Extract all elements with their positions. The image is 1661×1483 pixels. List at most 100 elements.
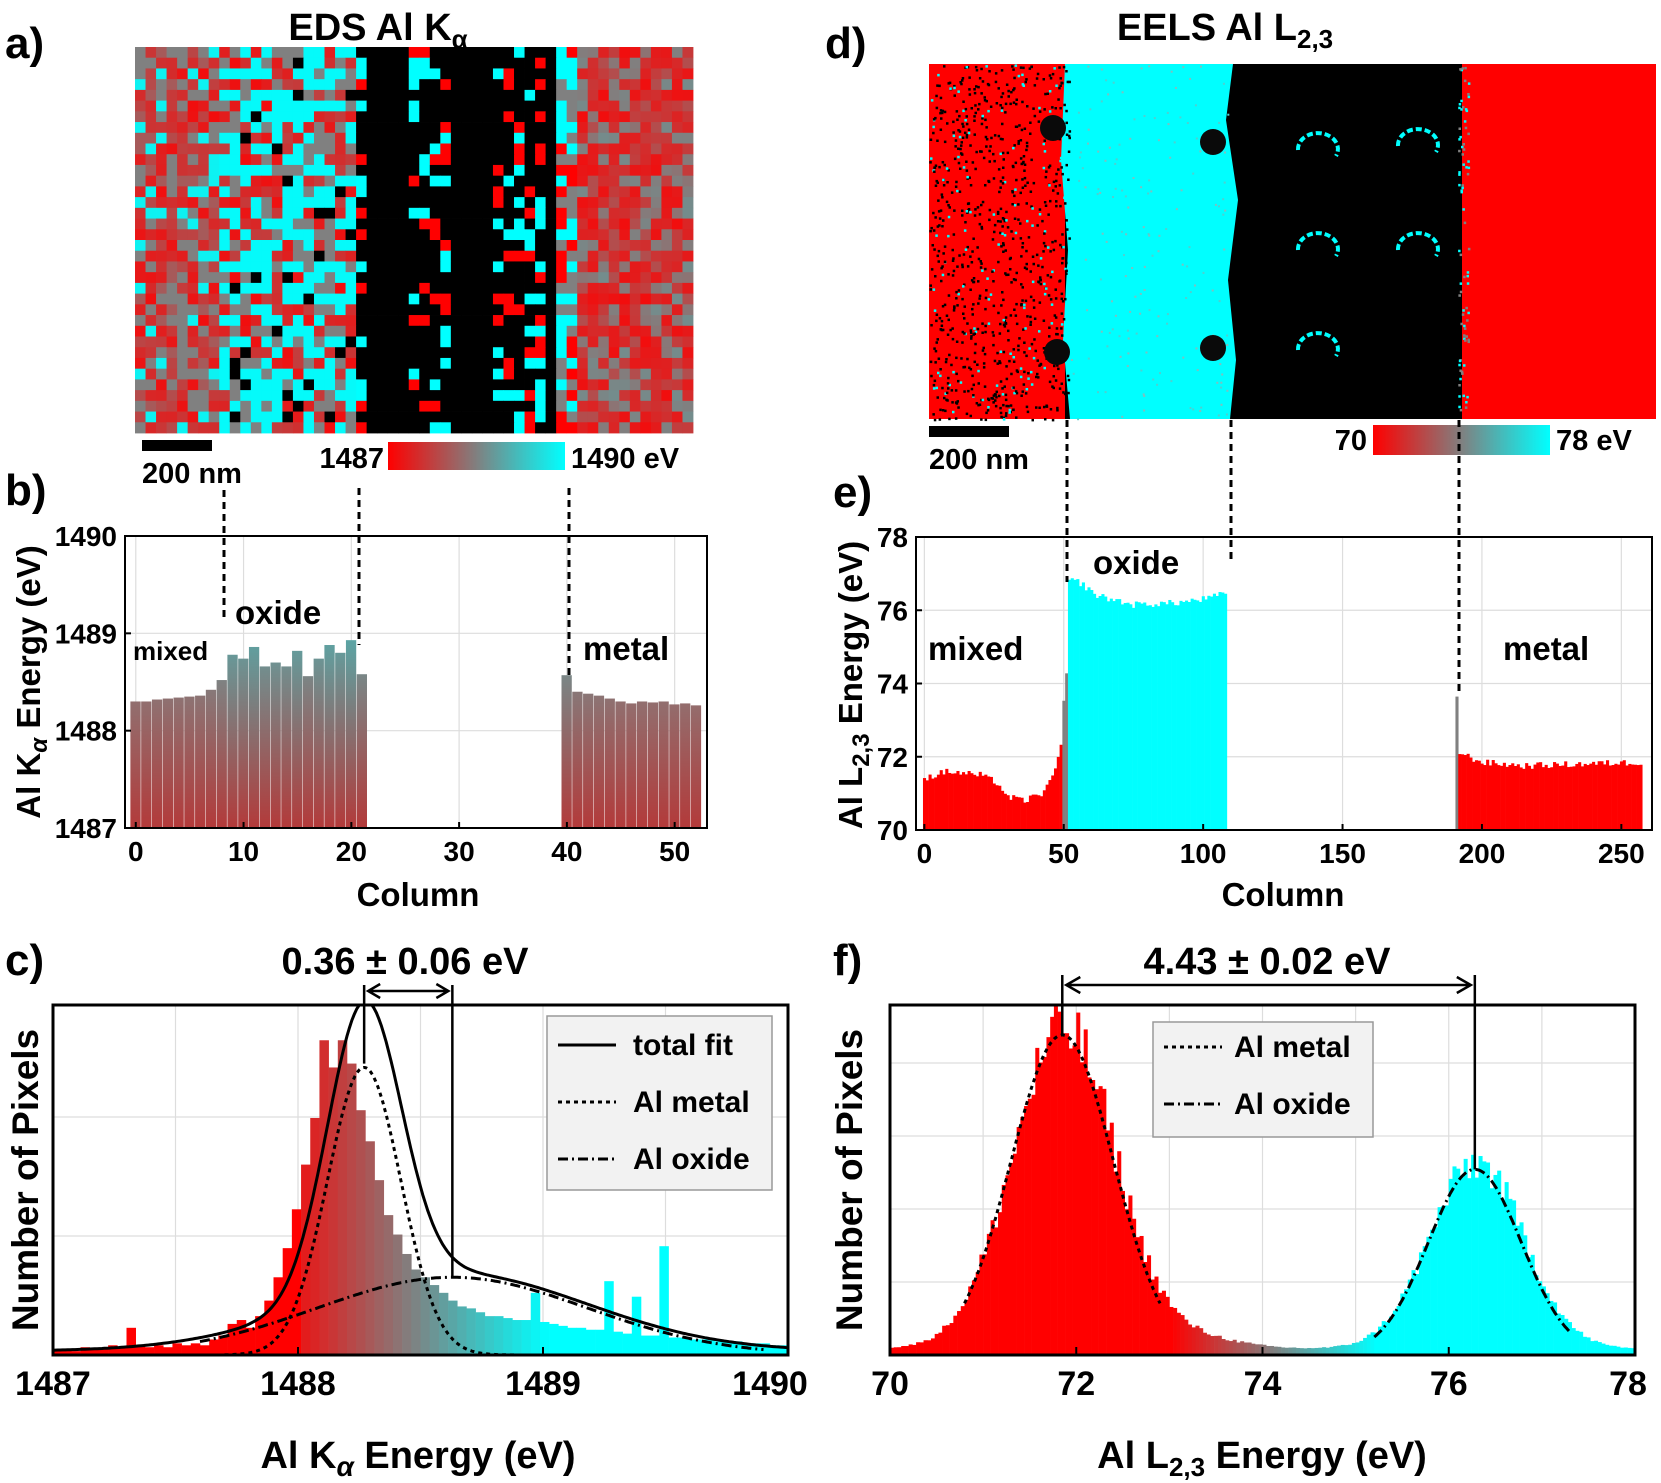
tick-e-x: 200 bbox=[1459, 838, 1506, 869]
colorbar-a bbox=[388, 442, 565, 470]
bar-b bbox=[593, 695, 605, 828]
hist-bar-f bbox=[971, 1280, 976, 1355]
hist-bar-c bbox=[595, 1329, 605, 1355]
tick-e-y: 74 bbox=[877, 669, 909, 700]
fit-total-c bbox=[53, 1005, 788, 1352]
hist-bar-c bbox=[677, 1337, 688, 1355]
scalebar-a-label: 200 nm bbox=[142, 458, 242, 490]
hist-bar-f bbox=[1418, 1252, 1423, 1355]
bar-e bbox=[1603, 764, 1607, 830]
bar-b bbox=[259, 666, 270, 828]
annotation-f: 4.43 ± 0.02 eV bbox=[1144, 941, 1392, 983]
bar-e bbox=[967, 771, 971, 830]
hist-bar-f bbox=[1154, 1276, 1159, 1355]
hist-bar-f bbox=[1184, 1319, 1189, 1355]
hist-bar-f bbox=[1053, 1005, 1058, 1355]
hist-bar-f bbox=[1605, 1344, 1610, 1355]
bar-e bbox=[1569, 766, 1573, 830]
tick-b-y: 1488 bbox=[55, 716, 117, 747]
hist-bar-f bbox=[1161, 1290, 1166, 1355]
hist-bar-c bbox=[337, 1040, 348, 1355]
hist-bar-f bbox=[1504, 1182, 1509, 1355]
hist-bar-f bbox=[1489, 1188, 1494, 1355]
eds-map bbox=[135, 47, 694, 434]
bar-e bbox=[1014, 796, 1019, 830]
hist-bar-c bbox=[227, 1323, 238, 1355]
bar-b bbox=[356, 674, 367, 828]
bar-b bbox=[205, 689, 217, 828]
bar-e bbox=[939, 770, 943, 830]
bar-e bbox=[1564, 761, 1568, 830]
bar-e bbox=[1544, 764, 1548, 830]
hist-bar-f bbox=[938, 1332, 943, 1355]
bar-e bbox=[1065, 673, 1069, 830]
hist-bar-f bbox=[1590, 1341, 1595, 1355]
bar-b bbox=[669, 704, 680, 828]
hist-bar-c bbox=[163, 1347, 173, 1355]
bars-b bbox=[130, 640, 702, 828]
hist-bar-f bbox=[1329, 1346, 1334, 1355]
tick-c-x: 1487 bbox=[15, 1365, 91, 1403]
bar-e bbox=[1617, 764, 1621, 830]
bar-e bbox=[1126, 602, 1130, 830]
panel-c: c) 0.36 ± 0.06 eV total fit Al metal Al … bbox=[5, 936, 808, 1482]
bar-e bbox=[1469, 757, 1473, 830]
bar-b bbox=[561, 675, 572, 828]
hist-bar-f bbox=[1389, 1316, 1394, 1355]
bar-e bbox=[1106, 601, 1111, 830]
hist-bar-f bbox=[1065, 1033, 1070, 1355]
hist-bar-f bbox=[1608, 1345, 1613, 1355]
hist-bar-c bbox=[466, 1308, 476, 1355]
hist-bar-f bbox=[1076, 1012, 1081, 1355]
hist-bar-f bbox=[1273, 1346, 1278, 1355]
hist-bar-f bbox=[983, 1254, 988, 1355]
hist-bar-f bbox=[1430, 1229, 1435, 1355]
hist-bar-c bbox=[420, 1277, 430, 1355]
hist-bar-f bbox=[1340, 1344, 1345, 1355]
hist-bar-f bbox=[1106, 1130, 1111, 1355]
hist-bar-c bbox=[631, 1296, 642, 1355]
hist-bar-f bbox=[1221, 1339, 1226, 1355]
hist-bar-f bbox=[1474, 1177, 1479, 1355]
scalebar-a bbox=[142, 440, 212, 451]
hist-bar-f bbox=[1616, 1346, 1621, 1355]
bar-e bbox=[1104, 596, 1108, 830]
hist-bar-f bbox=[1284, 1347, 1289, 1355]
hist-bar-f bbox=[1292, 1347, 1297, 1355]
hist-bar-f bbox=[1519, 1222, 1524, 1355]
colorbar-d bbox=[1373, 425, 1550, 455]
bar-b bbox=[604, 698, 615, 828]
hist-bar-f bbox=[979, 1254, 984, 1355]
hist-bar-f bbox=[1571, 1328, 1576, 1355]
hist-bar-f bbox=[1627, 1347, 1632, 1355]
hist-bar-f bbox=[1143, 1261, 1148, 1355]
hist-bar-f bbox=[1251, 1343, 1256, 1355]
hist-bar-f bbox=[1467, 1178, 1472, 1355]
hist-bar-f bbox=[934, 1333, 939, 1355]
bar-e bbox=[1519, 767, 1523, 830]
hist-bar-f bbox=[890, 1347, 895, 1355]
axis-f-ylabel: Number of Pixels bbox=[829, 1029, 870, 1331]
hist-bar-c bbox=[282, 1248, 293, 1355]
tick-b-x: 50 bbox=[659, 836, 690, 867]
hist-bar-c bbox=[503, 1318, 513, 1355]
bar-e bbox=[1514, 766, 1518, 830]
hist-bar-f bbox=[1348, 1344, 1353, 1355]
hist-bar-f bbox=[1404, 1289, 1409, 1355]
bar-e bbox=[1028, 795, 1032, 830]
fit-metal-c bbox=[224, 1066, 519, 1355]
hist-bar-c bbox=[530, 1292, 541, 1355]
tick-e-x: 0 bbox=[917, 838, 933, 869]
bar-e bbox=[1137, 602, 1141, 830]
hist-bar-f bbox=[1579, 1331, 1584, 1355]
bar-e bbox=[950, 773, 954, 830]
hist-bar-c bbox=[438, 1292, 449, 1355]
bar-e bbox=[1140, 603, 1144, 830]
hist-bar-f bbox=[1534, 1275, 1539, 1355]
hist-bar-f bbox=[1549, 1300, 1554, 1355]
bar-e bbox=[1176, 605, 1180, 830]
hist-bar-c bbox=[723, 1341, 734, 1355]
histogram-f bbox=[890, 1005, 1635, 1355]
hist-bar-f bbox=[1120, 1190, 1125, 1355]
bar-e bbox=[1558, 765, 1562, 830]
